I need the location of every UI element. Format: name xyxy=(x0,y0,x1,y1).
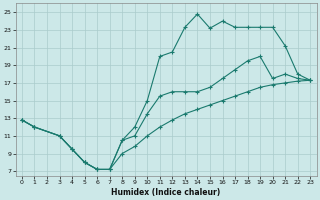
X-axis label: Humidex (Indice chaleur): Humidex (Indice chaleur) xyxy=(111,188,221,197)
